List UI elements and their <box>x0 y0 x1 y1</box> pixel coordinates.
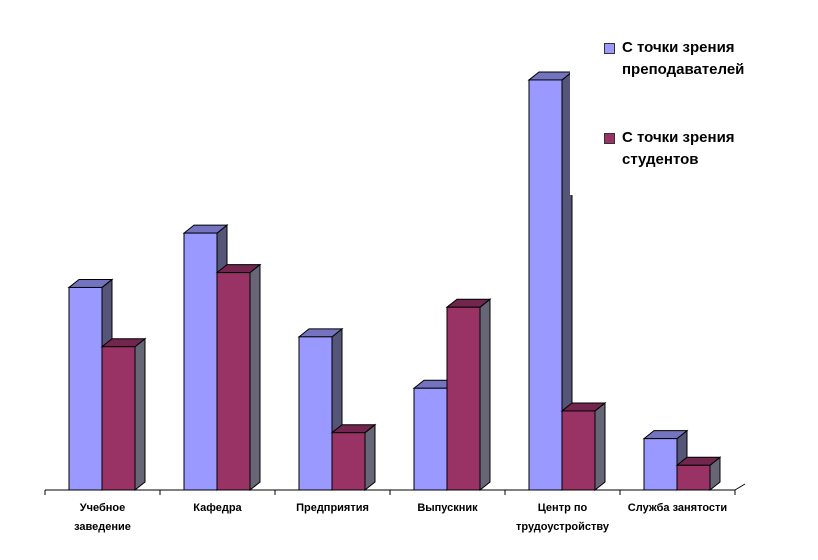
bar-side-s2-3 <box>479 298 491 492</box>
legend: С точки зрения преподавателей С точки зр… <box>570 20 795 195</box>
bar-s1-5 <box>643 438 678 491</box>
bar-side-s2-4 <box>594 401 606 492</box>
bar-s2-3 <box>446 306 481 491</box>
bar-s2-5 <box>676 464 711 491</box>
bar-s1-0 <box>68 286 103 491</box>
x-tick-label-2-line-1: Предприятия <box>296 502 369 514</box>
bar-side-s2-1 <box>249 263 261 492</box>
x-tick-label-4-line-1: Центр по <box>538 502 588 514</box>
x-tick-label-0-line-1: Учебное <box>80 502 125 514</box>
x-tick-label-3-line-1: Выпускник <box>417 502 478 514</box>
bar-s1-1 <box>183 232 218 491</box>
legend-label-series-2: С точки зрения студентов <box>622 127 735 171</box>
legend-label-series-2-line-1: С точки зрения <box>622 129 735 146</box>
x-axis-depth-line <box>734 483 746 491</box>
bar-s2-4 <box>561 410 596 491</box>
legend-label-series-2-line-2: студентов <box>622 151 699 168</box>
bar-s2-0 <box>101 346 136 491</box>
x-tick-label-1-line-1: Кафедра <box>193 502 242 514</box>
bar-s1-4 <box>528 79 563 491</box>
legend-label-series-1-line-1: С точки зрения <box>622 39 735 56</box>
bar-side-s2-2 <box>364 423 376 492</box>
bar-s1-2 <box>298 336 333 491</box>
x-tick-label-5-line-1: Служба занятости <box>628 502 727 514</box>
legend-swatch-series-1 <box>604 43 615 54</box>
x-tick-label-4-line-2: трудоустройству <box>516 521 610 533</box>
bar-s1-3 <box>413 387 448 491</box>
x-tick-label-0-line-2: заведение <box>74 521 131 533</box>
bar-side-s2-0 <box>134 337 146 492</box>
bar-s2-1 <box>216 272 251 491</box>
legend-swatch-series-2 <box>604 133 615 144</box>
bar-s2-2 <box>331 432 366 491</box>
legend-label-series-1: С точки зрения преподавателей <box>622 37 744 81</box>
legend-label-series-1-line-2: преподавателей <box>622 61 745 78</box>
